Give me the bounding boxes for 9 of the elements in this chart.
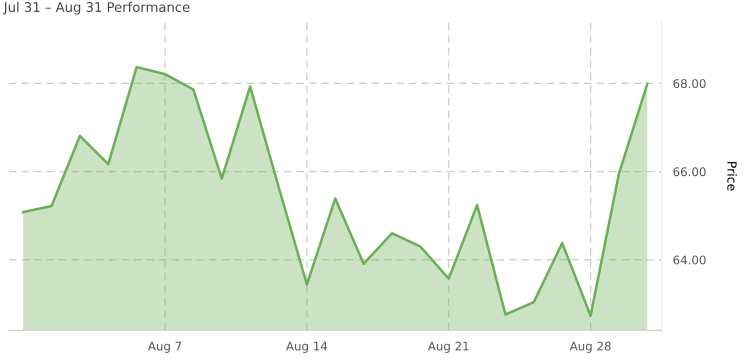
y-tick-label: 66.00 — [673, 167, 706, 176]
x-tick-label: Aug 14 — [286, 342, 328, 353]
chart-title: Jul 31 – Aug 31 Performance — [3, 2, 190, 15]
x-tick-label: Aug 28 — [570, 342, 611, 353]
y-tick-label: 64.00 — [673, 255, 706, 264]
y-tick-label: 68.00 — [673, 79, 706, 88]
x-tick-label: Aug 21 — [428, 342, 469, 353]
y-axis-title: Price — [727, 162, 737, 191]
x-tick-label: Aug 7 — [148, 342, 182, 353]
